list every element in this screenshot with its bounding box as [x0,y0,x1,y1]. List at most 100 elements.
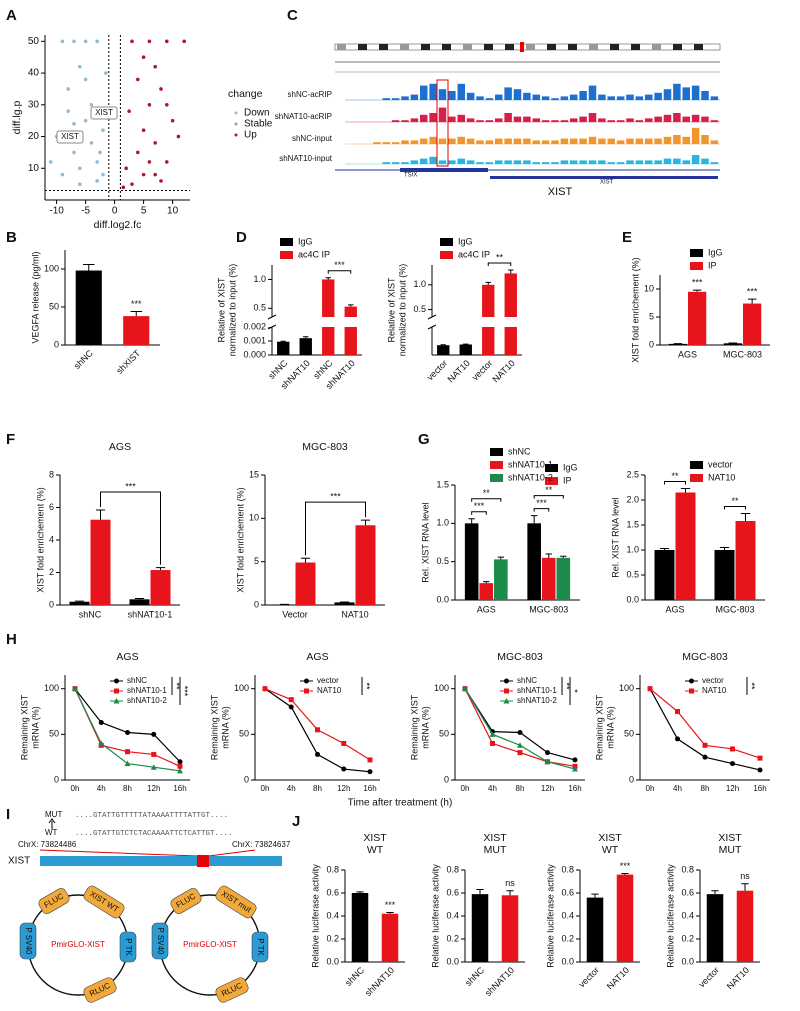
x-tick-label: 4h [673,784,682,793]
track-signal [560,96,569,100]
bar [277,341,290,355]
x-tick-label: 8h [123,784,132,793]
ideogram-band [505,44,514,50]
bar [123,316,150,345]
error-bar [83,263,95,271]
track-signal [673,158,681,164]
part-label: P SV40 [156,928,165,956]
bar [736,890,754,962]
y-tick-label: 0.6 [561,887,574,897]
marker [757,755,763,761]
track-signal [457,158,465,164]
y-tick-label: 1.5 [626,519,639,529]
track-signal [401,120,409,122]
plasmid-part: P TK [119,931,137,963]
axis-break [426,317,524,327]
point [153,141,157,145]
significance-bracket [533,508,550,512]
track-signal [710,96,719,100]
significance-label: ** [496,252,504,262]
point [89,141,94,145]
mut-label: MUT [45,810,62,819]
point [72,39,76,44]
track-signal [598,160,606,164]
track-signal [682,116,690,122]
y-tick-label: 1.0 [436,518,449,528]
track-signal [541,162,550,164]
legend-label: IgG [708,247,723,257]
track-signal [598,118,606,122]
x-tick-label: 4h [97,784,106,793]
error-bar [356,891,364,893]
marker [689,688,694,694]
y-tick-label: 5 [649,311,654,321]
part-box [19,922,37,960]
error-bar [325,277,331,280]
track-signal [495,94,503,100]
ideogram-band [547,44,556,50]
error-bar [621,872,629,875]
y-tick-label: 0 [244,774,249,784]
gene-label: XIST [600,180,614,186]
plasmid-name: PmirGLO-XIST [51,940,105,949]
legend-label: shNAT10-1 [127,686,167,695]
marker [177,763,183,769]
significance-bracket [487,262,512,266]
marker [262,686,268,692]
significance-label: ** [747,682,757,690]
x-tick-label: 0h [646,784,655,793]
bar [501,895,519,962]
error-bar [591,893,599,898]
legend-swatch [490,448,503,456]
point [95,39,99,44]
y-tick-label: 1.5 [436,479,449,489]
ideogram-band [442,44,451,50]
track-signal [551,98,559,100]
ideogram-band [694,44,703,50]
track-signal [626,94,634,100]
track-signal [616,96,625,100]
track-signal [466,160,475,164]
x-tick-label: 12h [147,784,160,793]
marker [689,678,694,684]
error-bar [719,547,730,550]
x-tick-label: shNC [343,965,366,988]
y-axis-label: Remaining XIST [19,694,29,760]
track-signal [523,92,531,100]
track-signal [438,160,447,164]
locus-label: XIST [548,186,573,198]
part-label: P TK [124,938,133,956]
part-box [151,922,169,960]
track-signal [382,142,390,144]
plasmid-part: RLUC [215,977,249,1003]
y-tick-label: 50 [439,729,449,739]
error-bar [508,269,514,274]
track-signal [466,118,475,122]
chart-title: AGS [109,441,131,453]
track-signal [654,92,662,100]
marker [304,678,309,684]
track-signal [541,140,550,144]
y-tick-label: 100 [44,263,59,273]
bar [459,344,472,355]
part-box [251,931,269,963]
x-tick-label: -10 [49,206,64,217]
time-axis-label: Time after treatment (h) [348,798,453,809]
y-tick-label: 0.2 [681,933,694,943]
track-signal [420,158,428,164]
legend-label: shNC [508,446,531,456]
y-tick-label: 0.5 [436,556,449,566]
marker [113,698,120,704]
y-tick-label: 0 [54,774,59,784]
point [49,160,53,164]
point [66,109,70,113]
track-signal [466,92,475,100]
point [121,185,126,190]
significance-label: ** [362,682,372,690]
axis-break-mark [427,314,437,330]
error-bar [468,518,475,524]
track-signal [645,138,653,144]
track-signal [391,142,400,144]
track-signal [551,140,559,144]
y-tick-label: 6 [49,502,54,512]
